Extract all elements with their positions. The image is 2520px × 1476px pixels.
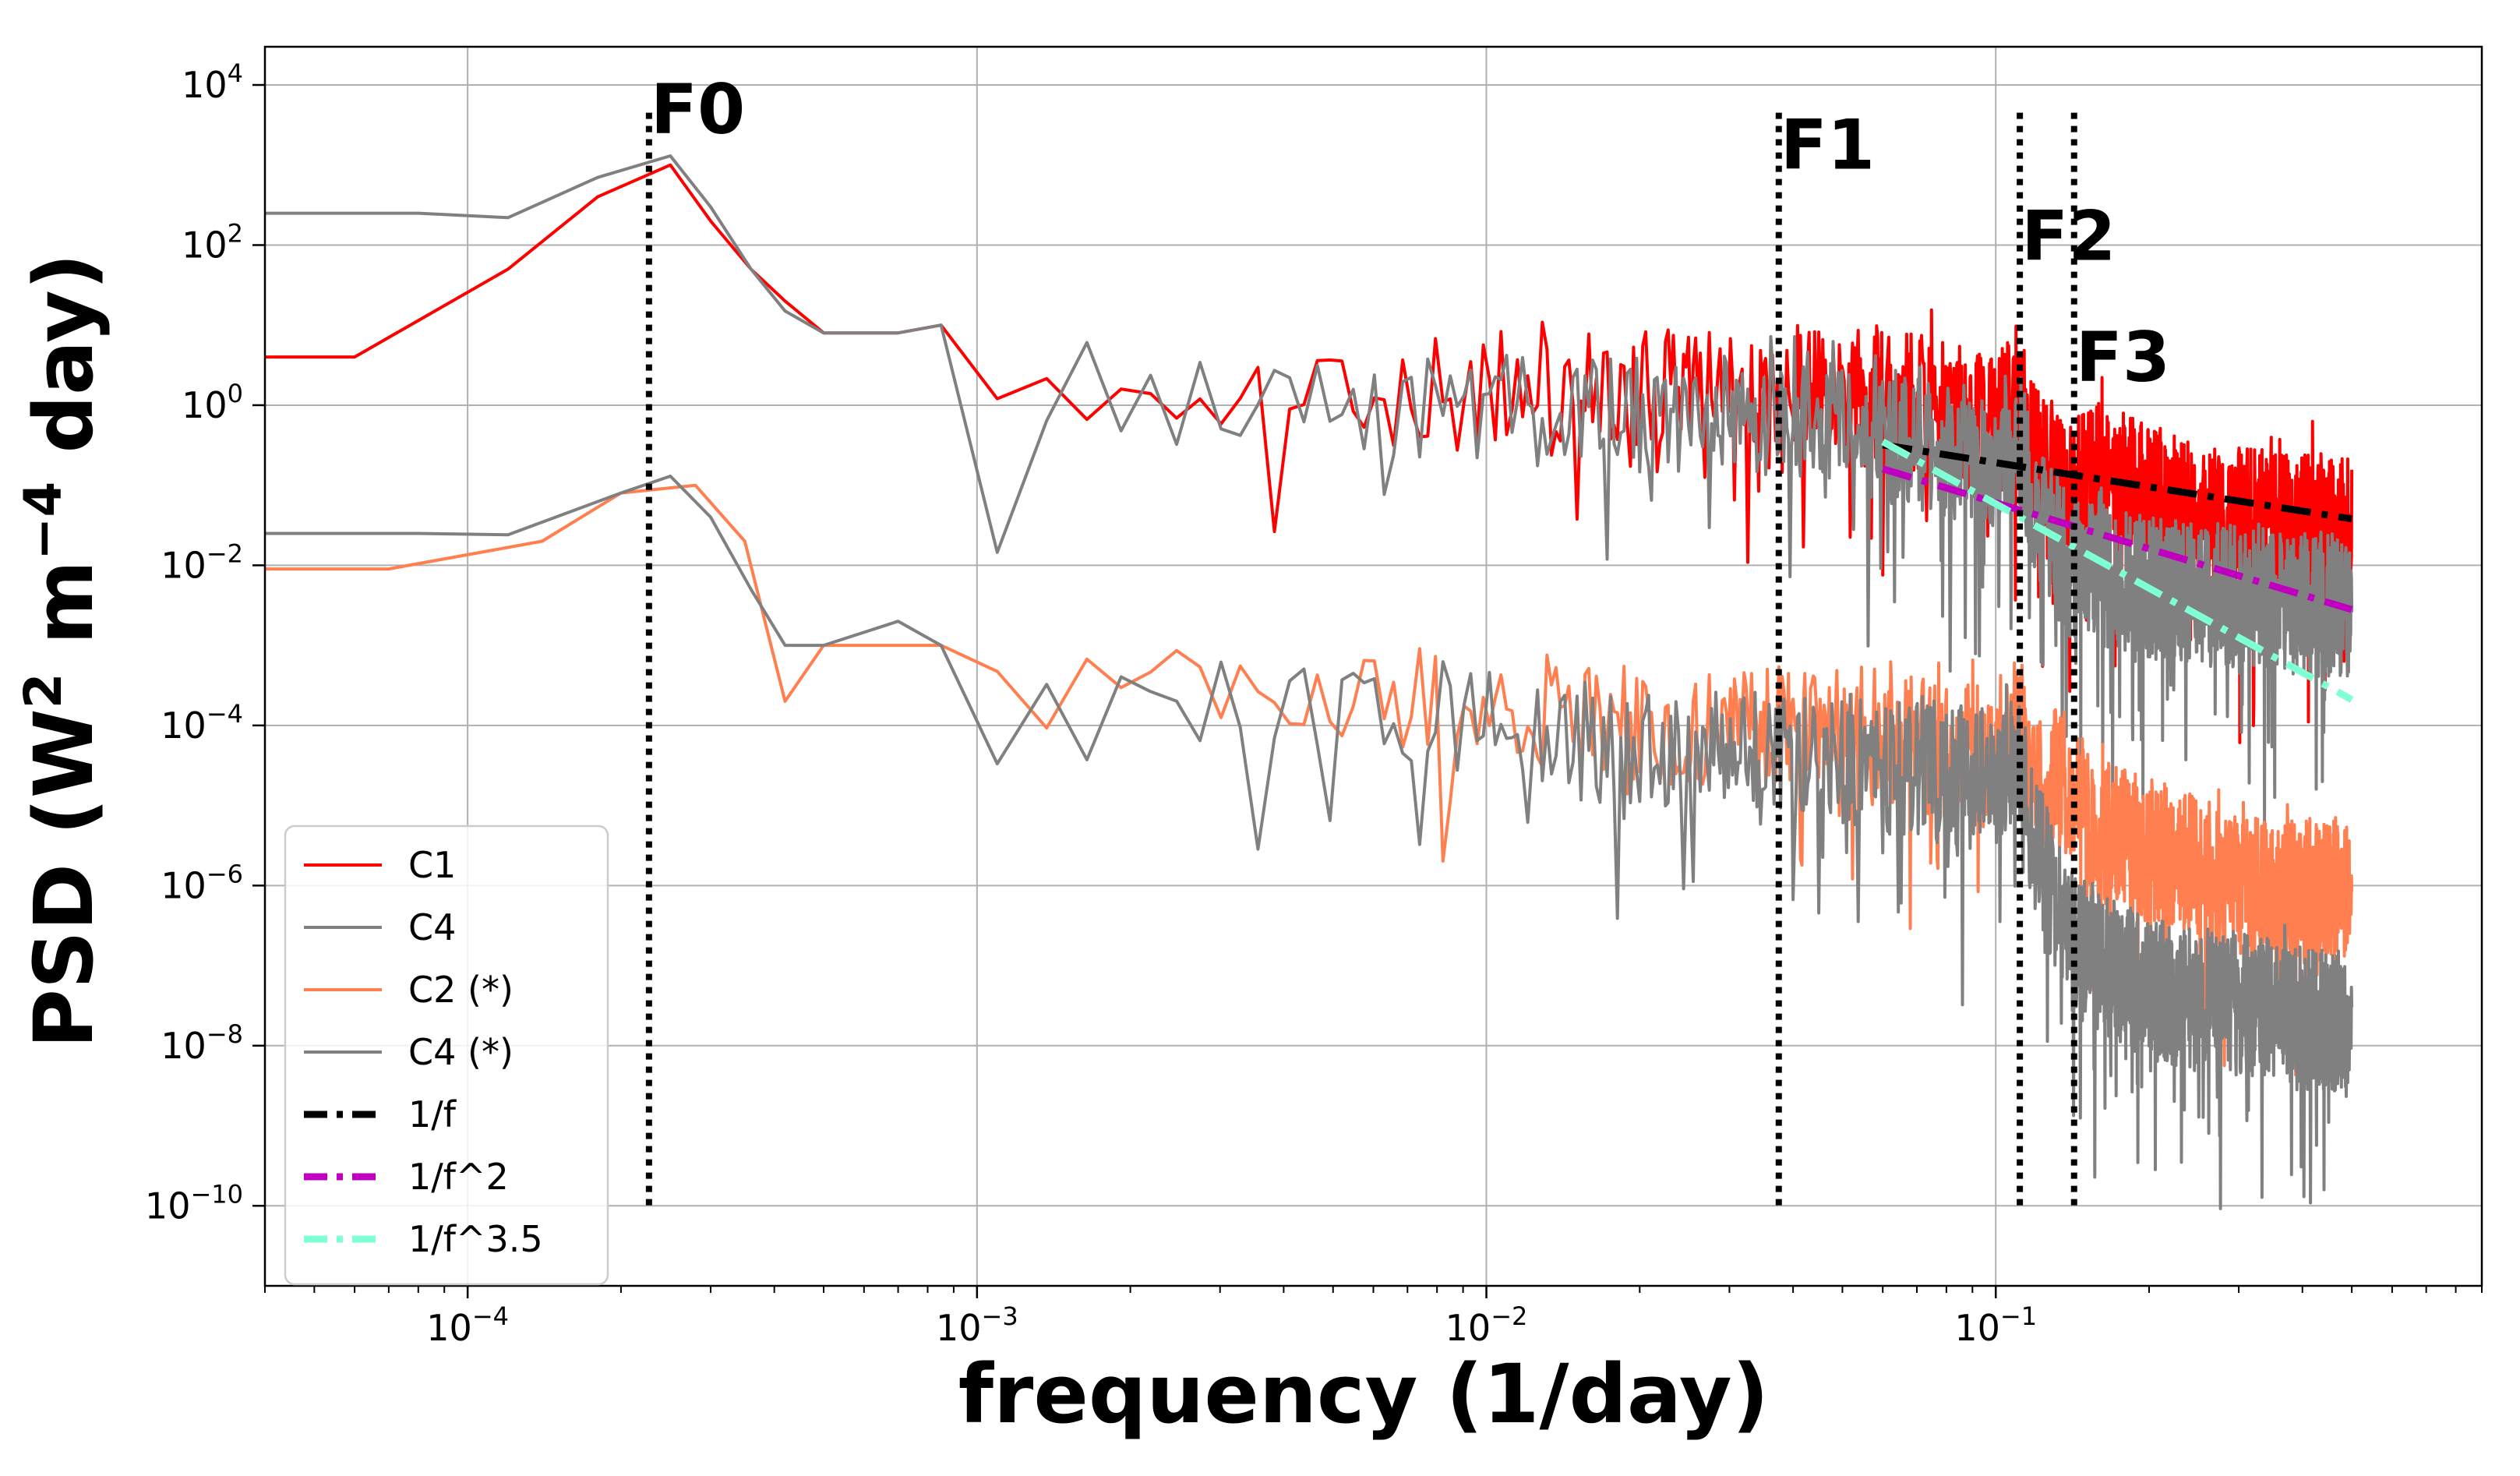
series-1-f-3-5-line: [1881, 438, 2354, 703]
y-tick-label: 10−6: [161, 859, 243, 906]
x-axis-title: frequency (1/day): [958, 1347, 1769, 1442]
legend-label-1-f: 1/f: [408, 1093, 457, 1135]
marker-f1-label: F1: [1781, 104, 1875, 185]
y-axis-title-prefix: PSD (W: [16, 708, 111, 1048]
y-tick-label: 104: [182, 58, 243, 106]
axis-ticks: 10−4 10−3 10−2 10−1 104 102 100 10−2 10−4 10−6 10−…: [145, 58, 2483, 1349]
series-1-f-line: [1882, 441, 2352, 523]
marker-f3-label: F3: [2076, 317, 2170, 397]
series-1-f-2-line: [1881, 465, 2353, 613]
legend-label-c4: C4: [408, 906, 456, 948]
x-tick-label: 10−3: [936, 1301, 1018, 1349]
legend-box: [284, 825, 609, 1286]
x-tick-label: 10−2: [1445, 1301, 1528, 1349]
legend: C1 C4 C2 (*) C4 (*) 1/f 1/f^2 1/f^3.5: [284, 825, 609, 1286]
y-tick-label: 10−10: [145, 1179, 243, 1227]
legend-label-c2: C2 (*): [408, 969, 514, 1011]
legend-label-c4: C4 (*): [408, 1031, 514, 1073]
y-axis-title-suffix: day): [16, 253, 111, 482]
x-tick-label: 10−1: [1954, 1301, 2037, 1349]
y-tick-label: 10−8: [161, 1019, 243, 1067]
y-axis-title-sup1: 2: [13, 673, 73, 708]
legend-label-1-f-2: 1/f^2: [408, 1156, 509, 1198]
legend-label-c1: C1: [408, 844, 456, 886]
y-tick-label: 100: [182, 379, 243, 426]
y-tick-label: 102: [182, 218, 243, 266]
legend-label-1-f-3-5: 1/f^3.5: [408, 1218, 543, 1260]
y-tick-label: 10−2: [161, 538, 243, 586]
series-c2-line: [265, 483, 2354, 1077]
y-axis-title: PSD (W2 m−4 day): [13, 253, 111, 1049]
marker-f0-label: F0: [651, 69, 745, 150]
vertical-markers: F0 F1 F2 F3: [645, 69, 2170, 1206]
marker-f2-label: F2: [2021, 196, 2116, 277]
plot-series: [265, 154, 2354, 1210]
y-axis-title-mid: m: [16, 560, 111, 673]
series-c4-line: [265, 475, 2354, 1210]
y-tick-label: 10−4: [161, 699, 243, 747]
x-tick-label: 10−4: [426, 1301, 509, 1349]
y-axis-title-sup2: −4: [13, 482, 73, 560]
